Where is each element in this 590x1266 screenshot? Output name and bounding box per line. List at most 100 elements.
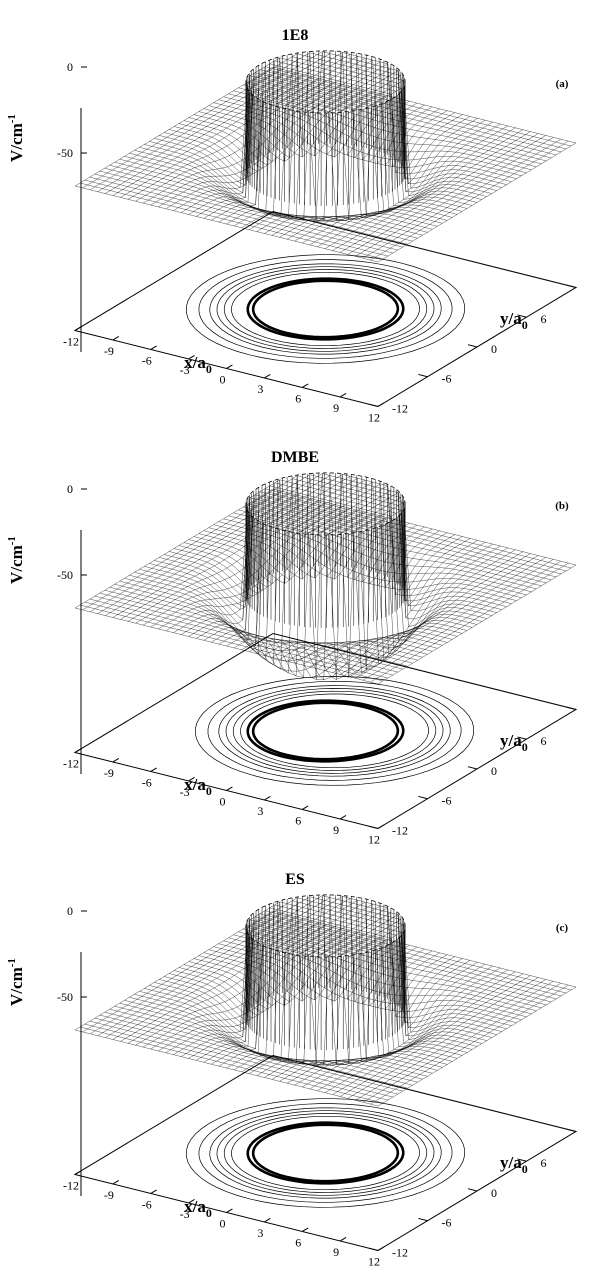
x-tick [75, 1171, 81, 1175]
x-tick [75, 749, 81, 753]
contour-line [199, 1104, 452, 1203]
surface-plot-a: 1E8(a)500-50V/cm-1-12-9-6-3036912-12-606… [0, 0, 590, 422]
x-tick [113, 758, 119, 762]
y-tick-label: 0 [491, 764, 497, 778]
contour-line [199, 260, 452, 359]
x-tick-label: -9 [104, 1188, 114, 1202]
x-tick-label: 9 [333, 823, 339, 837]
panel-label: (b) [555, 500, 569, 512]
panel-title: ES [285, 871, 305, 888]
panel-c: ES(c)500-50V/cm-1-12-9-6-3036912-12-6061… [0, 844, 590, 1266]
x-tick-label: 6 [295, 391, 301, 405]
contour-line [253, 281, 398, 337]
contour-line [195, 676, 473, 785]
x-tick [113, 1180, 119, 1184]
x-tick-label: 0 [220, 794, 226, 808]
z-tick-label: 0 [67, 60, 73, 74]
contour-lines [186, 1099, 464, 1208]
contour-lines [186, 255, 464, 364]
x-tick-label: -12 [63, 756, 79, 770]
x-tick [378, 1247, 384, 1251]
panel-label: (a) [556, 78, 569, 90]
x-tick [340, 393, 346, 397]
y-tick-label: -12 [392, 823, 408, 837]
x-tick [264, 796, 270, 800]
y-axis-label: y/a0 [500, 731, 528, 754]
z-tick-label: -50 [57, 568, 73, 582]
contour-line [241, 694, 429, 768]
x-tick-label: 0 [220, 372, 226, 386]
z-axis-label: V/cm-1 [6, 958, 26, 1006]
x-tick [151, 346, 157, 350]
y-tick [369, 404, 378, 406]
y-tick-label: 6 [541, 1156, 547, 1170]
contour-line [232, 1116, 420, 1189]
x-tick-label: -12 [63, 334, 79, 348]
surface-plot-c: ES(c)500-50V/cm-1-12-9-6-3036912-12-6061… [0, 844, 590, 1266]
surface-mesh [75, 896, 576, 1106]
y-tick-label: -6 [442, 372, 452, 386]
y-tick [418, 374, 427, 376]
y-tick [369, 1248, 378, 1250]
y-tick-label: -12 [392, 401, 408, 415]
x-tick-label: -12 [63, 1178, 79, 1192]
contour-line [232, 272, 420, 345]
panel-b: DMBE(b)500-50V/cm-1-12-9-6-3036912-12-60… [0, 422, 590, 844]
x-tick-label: -9 [104, 766, 114, 780]
x-tick [227, 787, 233, 791]
y-tick-label: -12 [392, 1245, 408, 1259]
x-tick-label: 9 [333, 401, 339, 415]
x-tick-label: -6 [142, 353, 152, 367]
contour-line [253, 1125, 398, 1181]
y-tick [468, 345, 477, 347]
y-tick-label: 0 [491, 1186, 497, 1200]
panel-label: (c) [556, 922, 569, 934]
x-tick-label: 6 [295, 813, 301, 827]
x-tick-label: 3 [257, 382, 263, 396]
contour-line [253, 703, 398, 759]
x-tick [340, 815, 346, 819]
x-tick [302, 384, 308, 388]
contour-line [186, 1099, 464, 1208]
z-tick-label: 0 [67, 482, 73, 496]
contour-line [248, 1123, 403, 1184]
y-tick [567, 285, 576, 287]
x-tick [378, 825, 384, 829]
y-tick-label: 0 [491, 342, 497, 356]
z-tick-label: -50 [57, 146, 73, 160]
y-tick [418, 1218, 427, 1220]
panel-title: 1E8 [282, 27, 309, 44]
z-axis-label: V/cm-1 [6, 114, 26, 162]
x-tick [340, 1237, 346, 1241]
x-tick-label: 9 [333, 1245, 339, 1259]
x-tick [302, 806, 308, 810]
surface-plot-b: DMBE(b)500-50V/cm-1-12-9-6-3036912-12-60… [0, 422, 590, 844]
y-tick [468, 1189, 477, 1191]
contour-line [248, 279, 403, 340]
x-tick-label: 6 [295, 1235, 301, 1249]
contour-lines [195, 676, 473, 785]
z-axis-label: V/cm-1 [6, 536, 26, 584]
y-tick [567, 707, 576, 709]
x-tick-label: 12 [368, 832, 380, 844]
x-tick [378, 403, 384, 407]
x-tick-label: 3 [257, 804, 263, 818]
x-tick [302, 1228, 308, 1232]
x-tick [227, 1209, 233, 1213]
x-tick [151, 1190, 157, 1194]
x-tick-label: -6 [142, 775, 152, 789]
y-tick [418, 796, 427, 798]
x-tick-label: 0 [220, 1216, 226, 1230]
x-tick [227, 365, 233, 369]
contour-line [248, 701, 403, 762]
surface-mesh [75, 474, 576, 684]
y-axis-label: y/a0 [500, 1153, 528, 1176]
x-tick-label: 12 [368, 1254, 380, 1266]
y-tick [369, 826, 378, 828]
z-tick-label: -50 [57, 990, 73, 1004]
surface-mesh [75, 52, 576, 262]
x-tick [113, 336, 119, 340]
x-tick-label: -9 [104, 344, 114, 358]
y-tick-label: 6 [541, 312, 547, 326]
panel-title: DMBE [271, 449, 319, 466]
